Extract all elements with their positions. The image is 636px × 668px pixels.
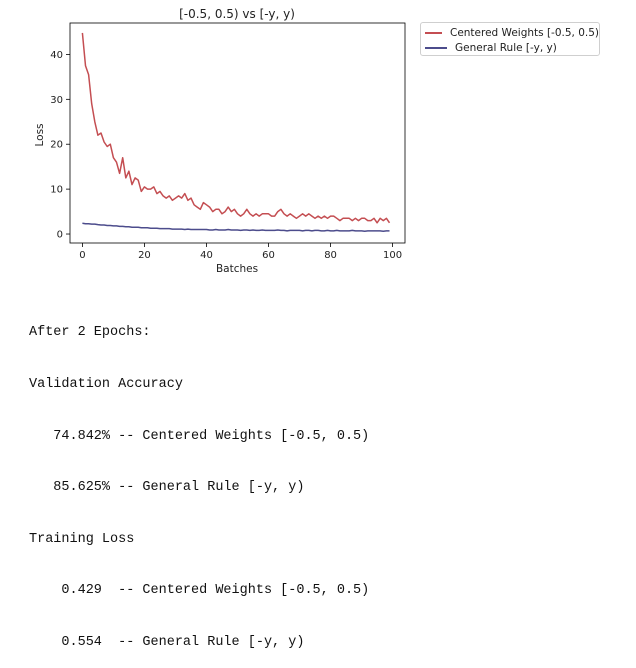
y-axis-label: Loss: [34, 123, 46, 146]
output-heading-training-loss: Training Loss: [29, 531, 135, 547]
output-line-val-centered: 74.842% -- Centered Weights [-0.5, 0.5): [29, 428, 370, 444]
output-line-loss-general: 0.554 -- General Rule [-y, y): [29, 634, 305, 650]
cell-output: After 2 Epochs: Validation Accuracy 74.8…: [29, 290, 369, 668]
chart-legend: Centered Weights [-0.5, 0.5) General Rul…: [420, 22, 600, 56]
legend-label-centered-weights: Centered Weights [-0.5, 0.5): [449, 26, 599, 39]
y-tick-label: 40: [50, 50, 63, 61]
y-tick-label: 30: [50, 95, 63, 106]
legend-swatch-centered-weights: [425, 31, 442, 34]
y-tick-label: 20: [50, 140, 63, 151]
legend-item-general-rule: General Rule [-y, y): [421, 40, 599, 55]
output-heading-epochs: After 2 Epochs:: [29, 325, 151, 341]
legend-item-centered-weights: Centered Weights [-0.5, 0.5): [421, 25, 599, 40]
legend-swatch-general-rule: [425, 46, 447, 49]
y-tick-label: 0: [57, 230, 63, 241]
plot-frame: [69, 22, 406, 244]
x-tick-label: 0: [79, 250, 85, 261]
series-line-general-rule: [82, 222, 390, 233]
x-tick-label: 60: [262, 250, 275, 261]
x-axis-label: Batches: [216, 263, 258, 275]
series-line-centered-weights: [81, 32, 391, 224]
output-heading-validation: Validation Accuracy: [29, 377, 183, 392]
x-tick-label: 20: [138, 250, 151, 261]
x-tick-label: 100: [383, 250, 402, 261]
x-tick-label: 80: [324, 250, 337, 261]
output-line-val-general: 85.625% -- General Rule [-y, y): [29, 480, 305, 496]
legend-label-general-rule: General Rule [-y, y): [455, 41, 557, 54]
chart-title: [-0.5, 0.5) vs [-y, y): [179, 7, 295, 21]
output-line-loss-centered: 0.429 -- Centered Weights [-0.5, 0.5): [29, 583, 370, 599]
y-tick-label: 10: [50, 185, 63, 196]
x-tick-label: 40: [200, 250, 213, 261]
loss-chart: [-0.5, 0.5) vs [-y, y) Loss Batches 0 20 4…: [34, 7, 406, 275]
